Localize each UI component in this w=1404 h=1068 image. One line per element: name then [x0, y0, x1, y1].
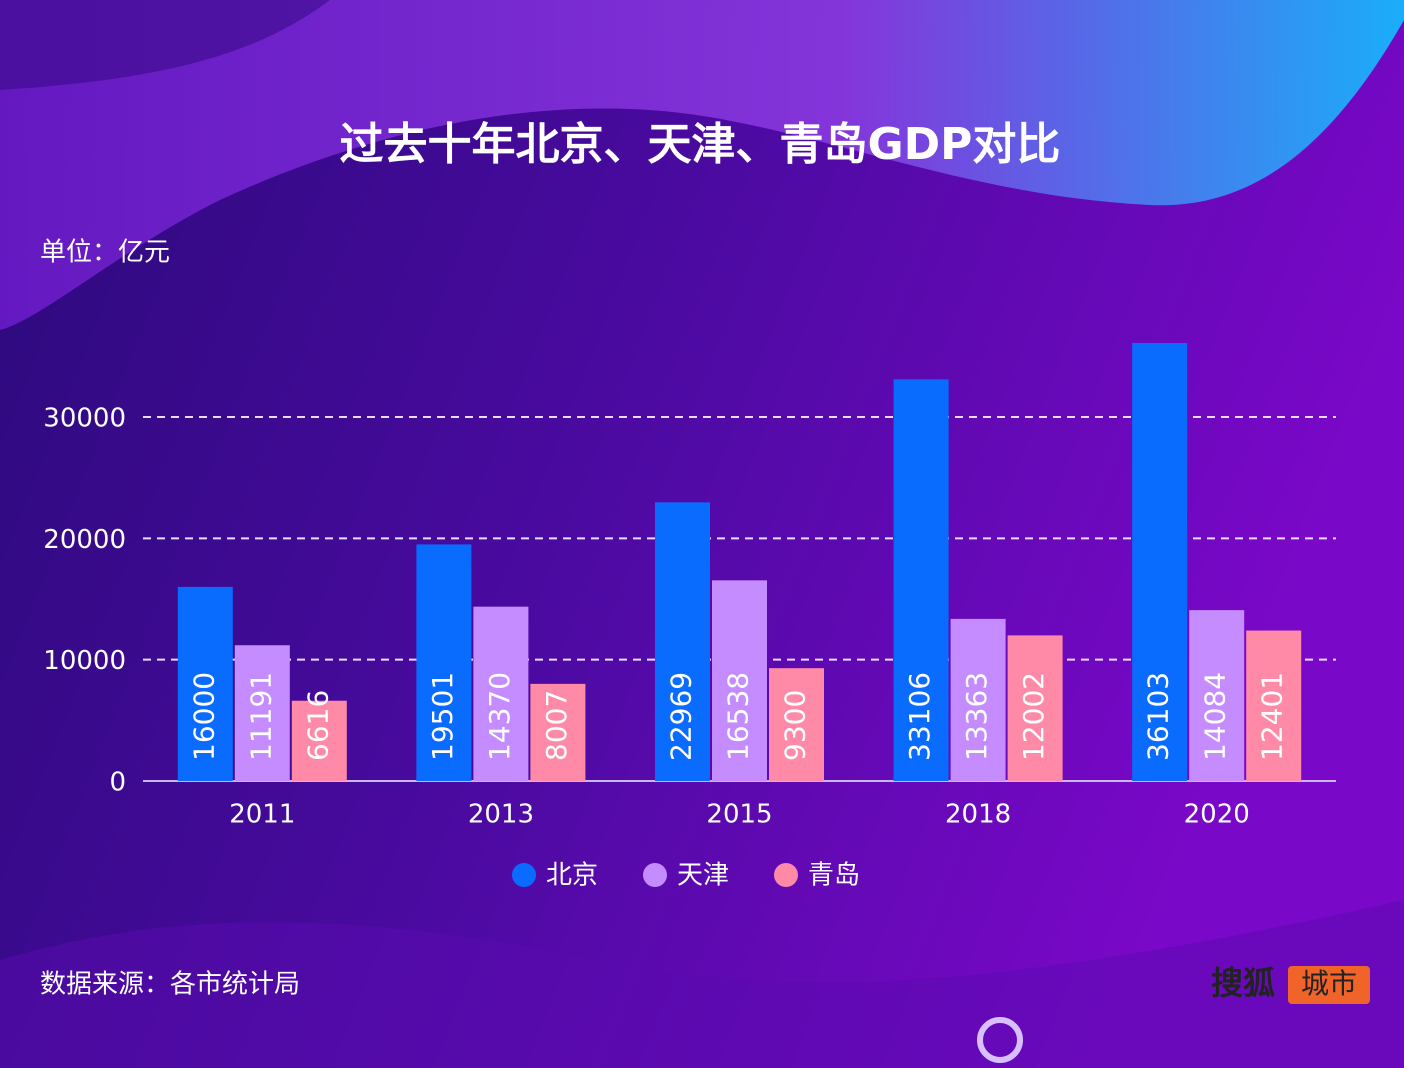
bar [1189, 610, 1245, 781]
y-tick-label: 20000 [43, 525, 126, 555]
value-label: 12002 [1017, 672, 1050, 761]
bar [234, 645, 290, 781]
value-label: 9300 [779, 690, 812, 761]
brand: 搜狐 [1211, 964, 1275, 1002]
value-label: 14084 [1199, 672, 1232, 761]
bar [1007, 635, 1063, 781]
bar [950, 618, 1006, 781]
brand-tag: 城市 [1301, 967, 1357, 1000]
bar [473, 606, 529, 781]
x-tick-label: 2018 [945, 800, 1011, 830]
legend-label: 天津 [677, 861, 729, 891]
decor-wave [0, 0, 330, 90]
bar [1132, 343, 1188, 781]
legend-marker [643, 863, 667, 887]
legend-marker [512, 863, 536, 887]
brand-tag-bg [1288, 966, 1370, 1004]
value-label: 36103 [1142, 672, 1175, 761]
x-tick-label: 2011 [229, 800, 295, 830]
decor-wave [0, 900, 1404, 1068]
bar [416, 544, 472, 781]
bar [655, 502, 710, 781]
value-label: 33106 [903, 672, 936, 761]
value-label: 13363 [960, 672, 993, 761]
value-label: 16538 [722, 672, 755, 761]
bar [893, 379, 949, 781]
decor-ring [977, 1017, 1023, 1063]
x-tick-label: 2020 [1184, 800, 1250, 830]
value-label: 22969 [665, 672, 698, 761]
value-label: 11191 [244, 672, 277, 761]
y-tick-label: 0 [109, 768, 126, 798]
x-tick-label: 2015 [706, 800, 772, 830]
legend-label: 青岛 [808, 861, 860, 891]
bar [177, 586, 233, 781]
source: 数据来源：各市统计局 [40, 970, 300, 1000]
decor-wave [0, 0, 1404, 330]
bar [291, 700, 347, 781]
chart-title: 过去十年北京、天津、青岛GDP对比 [340, 119, 1061, 170]
x-tick-label: 2013 [468, 800, 534, 830]
legend-label: 北京 [546, 861, 598, 891]
y-tick-label: 10000 [43, 646, 126, 676]
bar [1246, 630, 1302, 781]
y-tick-label: 30000 [43, 404, 126, 434]
value-label: 12401 [1256, 672, 1289, 761]
value-label: 19501 [426, 672, 459, 761]
unit-label: 单位：亿元 [40, 238, 170, 268]
value-label: 14370 [483, 672, 516, 761]
value-label: 16000 [187, 672, 220, 761]
bar [769, 668, 824, 781]
value-label: 8007 [540, 690, 573, 761]
value-label: 6616 [301, 690, 334, 761]
bar [712, 580, 767, 781]
legend-marker [774, 863, 798, 887]
bar [530, 683, 586, 781]
